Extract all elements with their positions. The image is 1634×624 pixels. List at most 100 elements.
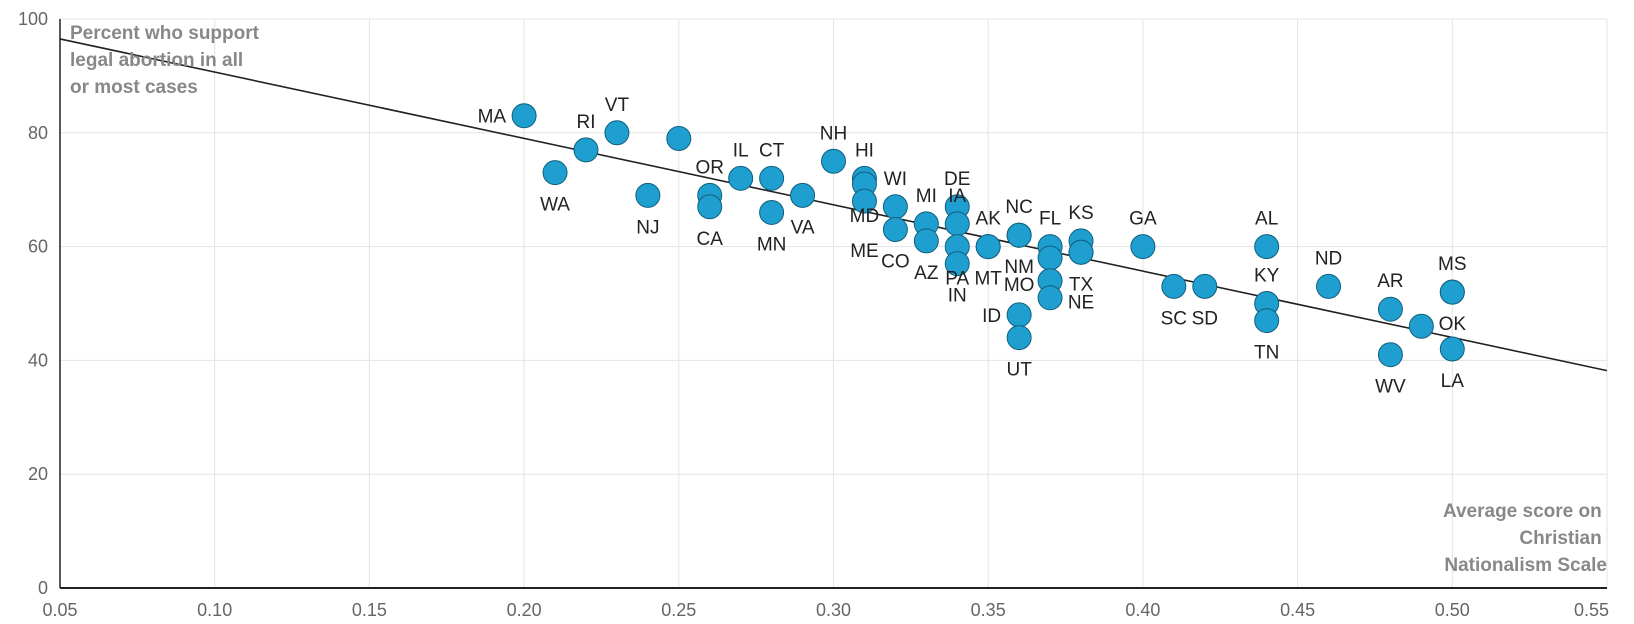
y-tick-label: 80 (28, 123, 48, 143)
data-point (1439, 279, 1465, 305)
data-point (1006, 325, 1032, 351)
point-label: NM (1004, 257, 1034, 278)
data-point (542, 160, 568, 186)
data-point (913, 228, 939, 254)
point-label: PA (945, 269, 969, 290)
point-label: IA (948, 186, 966, 207)
point-label: UT (1006, 360, 1032, 381)
point-label: FL (1039, 209, 1061, 230)
data-point (944, 211, 970, 237)
x-tick-label: 0.20 (507, 600, 542, 620)
point-label: NJ (636, 217, 659, 238)
y-axis-title-line-3: or most cases (70, 77, 198, 98)
y-tick-label: 20 (28, 464, 48, 484)
point-label: WI (884, 169, 907, 190)
x-axis-title: Average score on Christian Nationalism S… (1443, 501, 1607, 576)
data-point (728, 165, 754, 191)
data-point (851, 188, 877, 214)
point-label: LA (1441, 371, 1465, 392)
data-point (1408, 313, 1434, 339)
data-points (511, 103, 1465, 368)
point-label: WA (540, 195, 570, 216)
data-point (1377, 342, 1403, 368)
point-label: ID (982, 306, 1001, 327)
data-point (573, 137, 599, 163)
point-label: AR (1377, 271, 1403, 292)
y-tick-label: 100 (18, 9, 48, 29)
data-point (666, 125, 692, 151)
point-label: VA (791, 217, 815, 238)
point-label: SD (1192, 308, 1218, 329)
data-point (1006, 302, 1032, 328)
point-label: NE (1068, 292, 1094, 313)
point-label: IL (733, 140, 749, 161)
x-tick-label: 0.45 (1280, 600, 1315, 620)
data-point (1068, 239, 1094, 265)
data-point (1439, 336, 1465, 362)
y-tick-label: 60 (28, 237, 48, 257)
y-tick-label: 0 (38, 578, 48, 598)
point-label: WV (1375, 377, 1406, 398)
point-label: ND (1315, 248, 1342, 269)
data-point (882, 217, 908, 243)
point-label: MS (1438, 254, 1467, 275)
y-axis-title-line-1: Percent who support (70, 23, 260, 44)
data-point (1161, 273, 1187, 299)
data-point (759, 165, 785, 191)
point-label: DE (944, 169, 970, 190)
x-tick-label: 0.05 (42, 600, 77, 620)
y-tick-label: 40 (28, 350, 48, 370)
x-tick-label: 0.15 (352, 600, 387, 620)
x-tick-label: 0.10 (197, 600, 232, 620)
data-point (511, 103, 537, 129)
point-label: NC (1005, 197, 1032, 218)
data-point (697, 194, 723, 220)
trend-line (59, 38, 1608, 372)
point-label: MI (916, 186, 937, 207)
point-label: MN (757, 234, 787, 255)
point-label: CO (881, 252, 910, 273)
point-label: OK (1439, 314, 1467, 335)
data-point (1377, 296, 1403, 322)
data-point (944, 251, 970, 277)
x-tick-labels: 0.05 0.10 0.15 0.20 0.25 0.30 0.35 0.40 0.45 0.50… (42, 600, 1609, 620)
x-axis-title-line-1: Average score on (1443, 501, 1602, 522)
point-label: IN (948, 286, 967, 307)
data-point (1192, 273, 1218, 299)
x-axis-title-line-2: Christian (1519, 528, 1601, 549)
data-point (1254, 308, 1280, 334)
point-label: ME (850, 241, 879, 262)
point-label: VT (605, 95, 630, 116)
x-tick-label: 0.25 (661, 600, 696, 620)
point-label: CT (759, 140, 785, 161)
x-tick-label: 0.30 (816, 600, 851, 620)
data-point (790, 182, 816, 208)
data-point (604, 120, 630, 146)
point-label: MO (1004, 275, 1035, 296)
point-label: GA (1129, 209, 1157, 230)
x-axis-title-line-3: Nationalism Scale (1444, 555, 1607, 576)
point-label: NH (820, 123, 847, 144)
data-point (1037, 285, 1063, 311)
data-point (821, 148, 846, 174)
x-tick-label: 0.40 (1125, 600, 1160, 620)
point-label: CA (697, 229, 724, 250)
point-label: AK (976, 209, 1002, 230)
data-point (882, 194, 908, 220)
point-label: MA (478, 107, 507, 128)
point-label: HI (855, 140, 874, 161)
point-label: AZ (914, 263, 939, 284)
data-point (1037, 245, 1063, 271)
data-point (1316, 273, 1342, 299)
x-tick-label: 0.50 (1435, 600, 1470, 620)
data-point (635, 182, 661, 208)
point-label: MD (850, 206, 880, 227)
point-label: KY (1254, 266, 1280, 287)
point-label: OR (695, 157, 724, 178)
axes (59, 19, 1607, 589)
x-tick-label: 0.55 (1574, 600, 1609, 620)
y-axis-title: Percent who support legal abortion in al… (70, 23, 264, 98)
point-label: KS (1068, 203, 1093, 224)
data-point (1254, 234, 1280, 260)
